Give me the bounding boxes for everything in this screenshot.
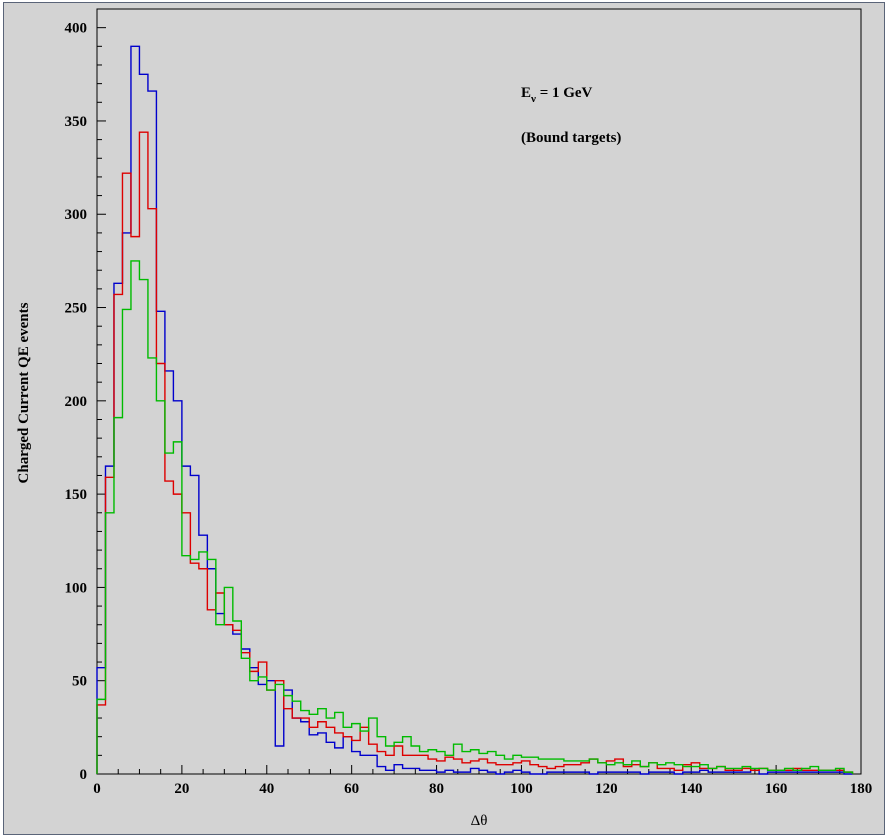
green-series-line — [96, 260, 854, 774]
energy-annotation: Eν = 1 GeV — [521, 85, 593, 105]
y-tick-label: 50 — [72, 674, 87, 690]
y-tick-label: 150 — [65, 487, 88, 503]
x-axis-title: Δθ — [471, 813, 488, 829]
red-series-line — [96, 131, 854, 774]
y-tick-label: 300 — [65, 207, 88, 223]
y-tick-label: 200 — [65, 394, 88, 410]
y-tick-label: 250 — [65, 301, 88, 317]
y-tick-label: 400 — [65, 21, 88, 37]
energy-subscript: ν — [530, 93, 536, 105]
x-tick-label: 180 — [850, 781, 873, 797]
blue-series-line — [96, 45, 853, 775]
x-tick-label: 80 — [429, 781, 444, 797]
x-tick-label: 140 — [680, 781, 703, 797]
plot-area — [96, 8, 862, 775]
x-axis: 0 20 40 60 80 100 120 140 160 180 — [93, 765, 872, 797]
x-tick-label: 20 — [174, 781, 189, 797]
x-tick-label: 100 — [510, 781, 533, 797]
x-tick-label: 120 — [595, 781, 618, 797]
x-tick-label: 0 — [93, 781, 101, 797]
plot-frame: 0 50 100 150 200 250 300 350 400 0 20 40 60 80 100 120… — [3, 2, 885, 835]
y-axis-title: Charged Current QE events — [16, 302, 32, 483]
x-tick-label: 40 — [259, 781, 274, 797]
y-tick-label: 350 — [65, 114, 88, 130]
x-tick-label: 60 — [344, 781, 359, 797]
energy-value: = 1 GeV — [536, 85, 593, 101]
y-tick-label: 0 — [80, 767, 88, 783]
series-layer — [96, 45, 854, 775]
histogram-chart: 0 50 100 150 200 250 300 350 400 0 20 40 60 80 100 120… — [16, 8, 872, 829]
target-annotation: (Bound targets) — [521, 130, 621, 146]
y-axis: 0 50 100 150 200 250 300 350 400 — [65, 8, 106, 783]
energy-symbol: E — [521, 85, 531, 101]
x-tick-label: 160 — [765, 781, 788, 797]
y-tick-label: 100 — [65, 580, 88, 596]
